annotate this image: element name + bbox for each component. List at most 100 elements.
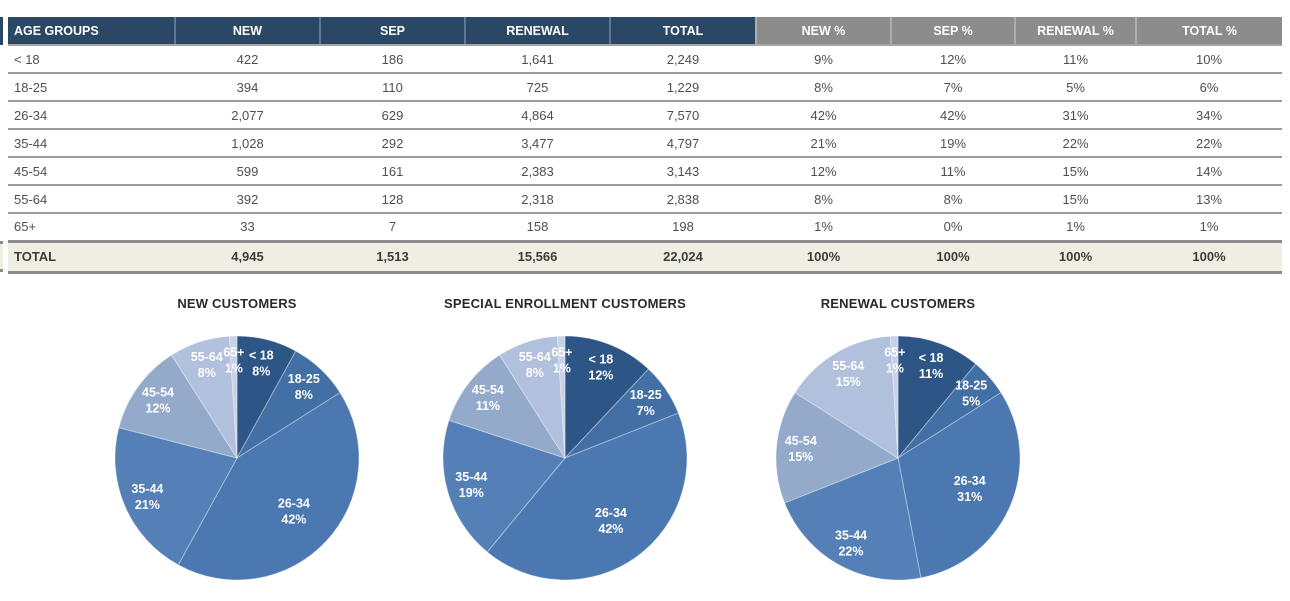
pie-slice-label: 18-25 8% xyxy=(288,372,320,402)
data-cell: 22% xyxy=(1136,129,1282,158)
data-cell: 11% xyxy=(1015,45,1136,74)
column-header-total: TOTAL xyxy=(609,17,756,46)
data-cell: 1,229 xyxy=(610,73,756,102)
age-group-label: 65+ xyxy=(8,213,175,242)
data-cell: 4,864 xyxy=(465,101,610,130)
data-cell: 4,945 xyxy=(175,239,320,274)
data-cell: 33 xyxy=(175,213,320,242)
pie-slice-45-54 xyxy=(448,354,567,459)
age-group-label: 45-54 xyxy=(8,157,175,186)
column-header-sep: SEP % xyxy=(890,17,1015,46)
data-cell: 161 xyxy=(320,157,465,186)
data-cell: 1% xyxy=(1136,213,1282,242)
table-row: 18-25 394 110 725 1,229 8% 7% 5% 6% xyxy=(8,73,1282,102)
pie-slice-26-34 xyxy=(177,391,360,581)
data-cell: 3,477 xyxy=(465,129,610,158)
pie-slice-label: 18-25 5% xyxy=(955,379,987,409)
pie-slice-65 xyxy=(556,335,566,459)
table-row: 55-64 392 128 2,318 2,838 8% 8% 15% 13% xyxy=(8,185,1282,214)
data-cell: 292 xyxy=(320,129,465,158)
age-group-label: 35-44 xyxy=(8,129,175,158)
pie-slice-18 xyxy=(897,335,977,460)
pie-new-customers: < 18 8% 18-25 8% 26-34 42% 35-44 21% 45-54 12% 55-… xyxy=(114,335,360,581)
data-cell: 22,024 xyxy=(610,239,756,274)
data-cell: 2,383 xyxy=(465,157,610,186)
data-cell: 2,838 xyxy=(610,185,756,214)
pie-slice-label: 35-44 22% xyxy=(835,529,867,559)
column-header-age-groups: AGE GROUPS xyxy=(8,17,175,46)
data-cell: 2,077 xyxy=(175,101,320,130)
data-cell: 6% xyxy=(1136,73,1282,102)
data-cell: 19% xyxy=(891,129,1015,158)
age-group-label: < 18 xyxy=(8,45,175,74)
data-cell: 15% xyxy=(1015,185,1136,214)
data-cell: 7,570 xyxy=(610,101,756,130)
data-cell: 34% xyxy=(1136,101,1282,130)
data-cell: 8% xyxy=(756,73,891,102)
data-cell: 12% xyxy=(756,157,891,186)
data-cell: 158 xyxy=(465,213,610,242)
data-cell: 21% xyxy=(756,129,891,158)
data-cell: 100% xyxy=(756,239,891,274)
pie-slice-label: 26-34 31% xyxy=(954,474,986,504)
data-cell: 12% xyxy=(891,45,1015,74)
pie-slice-label: 55-64 8% xyxy=(191,350,223,380)
data-cell: 128 xyxy=(320,185,465,214)
data-cell: 394 xyxy=(175,73,320,102)
edge-total-sliver xyxy=(0,241,3,272)
data-cell: 186 xyxy=(320,45,465,74)
data-cell: 15% xyxy=(1015,157,1136,186)
pie-slice-label: 35-44 21% xyxy=(131,482,163,512)
pie-slice-label: 55-64 8% xyxy=(519,350,551,380)
data-cell: 5% xyxy=(1015,73,1136,102)
data-cell: 3,143 xyxy=(610,157,756,186)
data-cell: 0% xyxy=(891,213,1015,242)
data-cell: 100% xyxy=(1015,239,1136,274)
pie-slice-label: 45-54 11% xyxy=(472,383,504,413)
pie-chart-new-customers: NEW CUSTOMERS < 18 8% 18-25 8% 26-34 42% 35-44… xyxy=(112,295,362,583)
edge-body-sliver xyxy=(0,45,3,241)
data-cell: 8% xyxy=(891,185,1015,214)
data-cell: 1,028 xyxy=(175,129,320,158)
data-cell: 1% xyxy=(756,213,891,242)
pie-slice-label: < 18 8% xyxy=(249,349,274,379)
table-row: < 18 422 186 1,641 2,249 9% 12% 11% 10% xyxy=(8,45,1282,74)
age-group-label: 18-25 xyxy=(8,73,175,102)
data-cell: 9% xyxy=(756,45,891,74)
pie-slice-45-54 xyxy=(775,391,900,504)
pie-slice-label: 35-44 19% xyxy=(455,470,487,500)
pie-slice-18 xyxy=(564,335,650,460)
column-header-new: NEW xyxy=(174,17,320,46)
data-cell: 8% xyxy=(756,185,891,214)
data-cell: 4,797 xyxy=(610,129,756,158)
data-cell: 100% xyxy=(1136,239,1282,274)
total-row: TOTAL 4,945 1,513 15,566 22,024 100% 100% 100% 1… xyxy=(8,239,1282,274)
pie-chart-special-enrollment-customers: SPECIAL ENROLLMENT CUSTOMERS < 18 12% 18-2… xyxy=(440,295,690,583)
data-cell: 1% xyxy=(1015,213,1136,242)
age-groups-table: AGE GROUPS NEW SEP RENEWAL TOTAL NEW % SEP % RE… xyxy=(8,17,1282,274)
data-cell: 42% xyxy=(891,101,1015,130)
table-row: 35-44 1,028 292 3,477 4,797 21% 19% 22% 22% xyxy=(8,129,1282,158)
table-row: 45-54 599 161 2,383 3,143 12% 11% 15% 14% xyxy=(8,157,1282,186)
pie-slice-label: 65+ 1% xyxy=(223,345,244,375)
table-header: AGE GROUPS NEW SEP RENEWAL TOTAL NEW % SEP % RE… xyxy=(8,17,1282,46)
pie-chart-renewal-customers: RENEWAL CUSTOMERS < 18 11% 18-25 5% 26-34 31%… xyxy=(773,295,1023,583)
data-cell: 629 xyxy=(320,101,465,130)
pie-slice-label: 45-54 15% xyxy=(785,434,817,464)
pie-slice-26-34 xyxy=(486,412,688,581)
pie-special-enrollment-customers: < 18 12% 18-25 7% 26-34 42% 35-44 19% 45-54 11% 55… xyxy=(442,335,688,581)
data-cell: 11% xyxy=(891,157,1015,186)
table-row: 65+ 33 7 158 198 1% 0% 1% 1% xyxy=(8,213,1282,242)
data-cell: 422 xyxy=(175,45,320,74)
data-cell: 1,641 xyxy=(465,45,610,74)
table-edge-fragment xyxy=(0,17,3,272)
pie-slice-45-54 xyxy=(118,354,239,459)
data-cell: 2,249 xyxy=(610,45,756,74)
data-cell: 599 xyxy=(175,157,320,186)
pie-slice-18 xyxy=(236,335,297,459)
pie-slice-55-64 xyxy=(170,335,238,459)
column-header-sep: SEP xyxy=(319,17,465,46)
table-row: 26-34 2,077 629 4,864 7,570 42% 42% 31% 34% xyxy=(8,101,1282,130)
chart-title: NEW CUSTOMERS xyxy=(177,296,297,311)
